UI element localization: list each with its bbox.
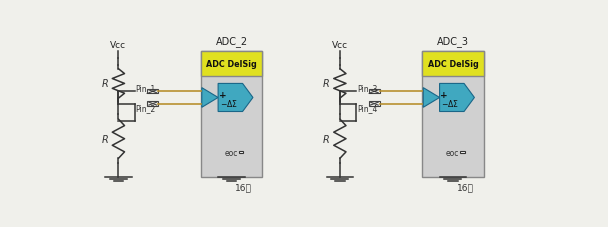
Text: +: + <box>219 90 227 99</box>
Text: R: R <box>323 79 330 89</box>
Polygon shape <box>440 84 474 112</box>
Bar <box>423 52 483 178</box>
Bar <box>239 152 243 153</box>
Text: ADC DelSig: ADC DelSig <box>427 60 478 69</box>
Bar <box>147 90 159 94</box>
Text: Vcc: Vcc <box>332 41 348 50</box>
Text: 16位: 16位 <box>235 183 252 192</box>
Bar <box>368 90 380 94</box>
Bar <box>201 52 262 77</box>
Text: Pin_2: Pin_2 <box>136 104 156 112</box>
Text: eoc: eoc <box>224 148 238 157</box>
Text: Pin_4: Pin_4 <box>357 104 377 112</box>
Bar <box>201 52 262 178</box>
Polygon shape <box>202 88 218 108</box>
Text: eoc: eoc <box>446 148 459 157</box>
Polygon shape <box>423 88 440 108</box>
Text: 16位: 16位 <box>457 183 474 192</box>
Text: +: + <box>440 90 448 99</box>
Text: ADC DelSig: ADC DelSig <box>206 60 257 69</box>
Text: R: R <box>102 79 108 89</box>
Text: $-\Delta\Sigma$: $-\Delta\Sigma$ <box>220 98 238 109</box>
Text: $-\Delta\Sigma$: $-\Delta\Sigma$ <box>441 98 460 109</box>
Text: R: R <box>102 134 108 144</box>
Bar <box>460 152 465 153</box>
Bar <box>423 52 483 77</box>
Bar <box>368 102 380 106</box>
Text: Pin_1: Pin_1 <box>136 84 156 93</box>
Text: ADC_3: ADC_3 <box>437 36 469 47</box>
Text: Pin_3: Pin_3 <box>357 84 377 93</box>
Polygon shape <box>218 84 253 112</box>
Bar <box>147 102 159 106</box>
Text: ADC_2: ADC_2 <box>215 36 247 47</box>
Text: R: R <box>323 134 330 144</box>
Text: Vcc: Vcc <box>110 41 126 50</box>
